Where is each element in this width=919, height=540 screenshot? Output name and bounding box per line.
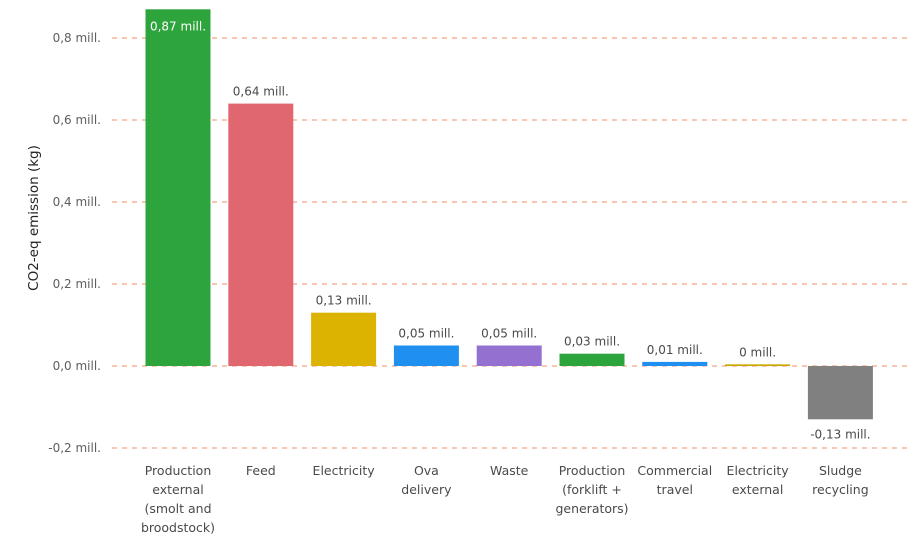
data-label: 0,05 mill. bbox=[398, 327, 454, 341]
bar[interactable] bbox=[725, 364, 791, 366]
data-label: 0,87 mill. bbox=[150, 19, 206, 33]
data-label: -0,13 mill. bbox=[810, 427, 870, 441]
data-label: 0,03 mill. bbox=[564, 335, 620, 349]
category-label: Production external (smolt and broodstock) bbox=[141, 463, 215, 535]
y-tick-label: -0,2 mill. bbox=[48, 441, 101, 455]
data-label: 0,05 mill. bbox=[481, 327, 537, 341]
category-label: Commercial travel bbox=[637, 463, 712, 497]
data-label: 0,64 mill. bbox=[233, 85, 289, 99]
category-label: Feed bbox=[246, 463, 276, 478]
y-tick-label: 0,8 mill. bbox=[53, 31, 101, 45]
data-labels: 0,87 mill. 0,64 mill. 0,13 mill. 0,05 mill.… bbox=[150, 19, 871, 441]
category-label: Sludge recycling bbox=[812, 463, 869, 497]
y-tick-label: 0,4 mill. bbox=[53, 195, 101, 209]
data-label: 0,13 mill. bbox=[316, 294, 372, 308]
y-axis-label: CO2-eq emission (kg) bbox=[26, 145, 42, 291]
bars bbox=[145, 9, 873, 420]
bar[interactable] bbox=[476, 345, 542, 367]
bar[interactable] bbox=[393, 345, 459, 367]
bar[interactable] bbox=[642, 361, 708, 366]
bar[interactable] bbox=[807, 366, 873, 420]
y-axis-ticks: -0,2 mill. 0,0 mill. 0,2 mill. 0,4 mill. 0,6… bbox=[48, 31, 101, 455]
bar[interactable] bbox=[145, 9, 211, 367]
y-tick-label: 0,2 mill. bbox=[53, 277, 101, 291]
category-label: Waste bbox=[490, 463, 529, 478]
bar[interactable] bbox=[311, 312, 377, 366]
category-label: Production (forklift + generators) bbox=[555, 463, 628, 516]
bar[interactable] bbox=[559, 353, 625, 366]
data-label: 0,01 mill. bbox=[647, 343, 703, 357]
category-label: Electricity bbox=[313, 463, 376, 478]
data-label: 0 mill. bbox=[739, 345, 776, 359]
category-label: Ova delivery bbox=[401, 463, 452, 497]
x-axis-categories: Production external (smolt and broodstock) F… bbox=[141, 463, 869, 535]
y-tick-label: 0,6 mill. bbox=[53, 113, 101, 127]
y-tick-label: 0,0 mill. bbox=[53, 359, 101, 373]
bar[interactable] bbox=[228, 103, 294, 366]
category-label: Electricity external bbox=[727, 463, 790, 497]
